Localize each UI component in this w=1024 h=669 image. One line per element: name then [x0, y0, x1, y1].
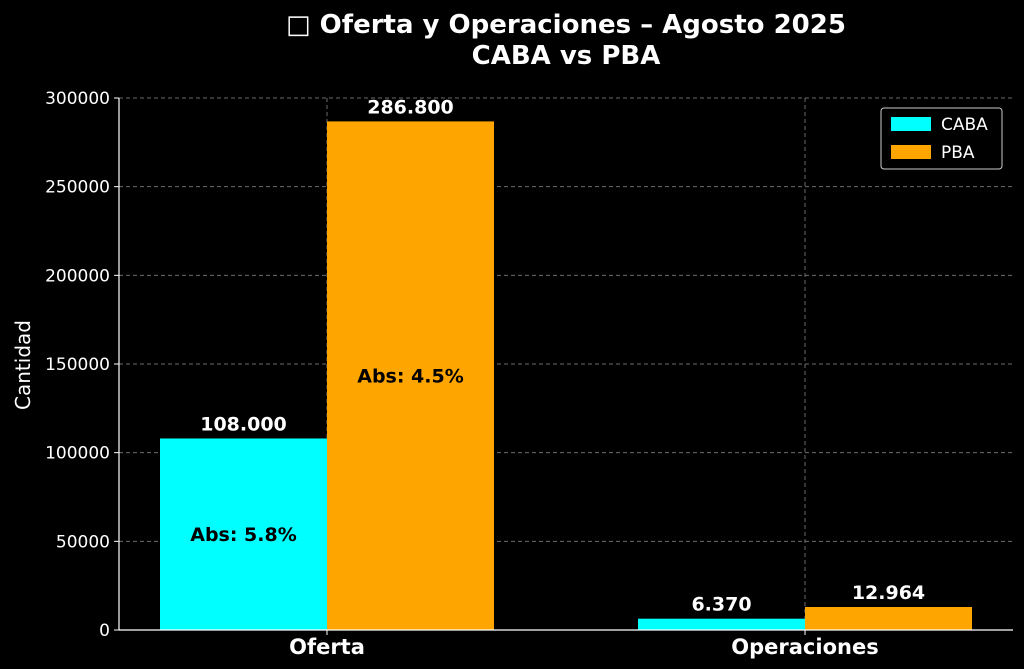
bar-annotation: Abs: 4.5%: [357, 366, 464, 388]
y-tick-label: 300000: [45, 89, 110, 109]
bar-pba-operaciones: [805, 607, 972, 630]
bar-pba-oferta: [327, 121, 494, 631]
legend-label-caba: CABA: [941, 115, 988, 135]
legend-swatch-pba: [891, 145, 931, 159]
chart-title-line-2: CABA vs PBA: [472, 41, 661, 71]
y-tick-label: 200000: [45, 266, 110, 286]
bar-caba-oferta: [160, 438, 327, 630]
y-tick-label: 250000: [45, 178, 110, 198]
x-tick-label: Oferta: [289, 635, 365, 659]
x-tick-label: Operaciones: [731, 635, 878, 659]
bars: [160, 121, 972, 631]
x-tick-labels: Oferta Operaciones: [289, 635, 879, 659]
y-tick-label: 0: [99, 621, 110, 641]
data-label: 108.000: [200, 413, 287, 435]
data-labels: 108.000 Abs: 5.8% 6.370 286.800 Abs: 4.5% 12.…: [190, 96, 925, 615]
legend-label-pba: PBA: [941, 143, 975, 163]
y-tick-labels: 0 50000 100000 150000 200000 250000 300000: [45, 89, 110, 641]
y-tick-label: 100000: [45, 444, 110, 464]
data-label: 6.370: [691, 594, 751, 616]
y-axis-label: Cantidad: [11, 320, 35, 410]
axes: [114, 97, 1013, 635]
y-tick-label: 50000: [56, 532, 110, 552]
bar-caba-operaciones: [638, 618, 805, 630]
legend-swatch-caba: [891, 117, 931, 131]
chart-title-line-1: □ Oferta y Operaciones – Agosto 2025: [286, 10, 846, 40]
data-label: 286.800: [367, 96, 454, 118]
y-tick-label: 150000: [45, 355, 110, 375]
legend: CABA PBA: [880, 107, 1003, 170]
data-label: 12.964: [852, 582, 925, 604]
bar-annotation: Abs: 5.8%: [190, 524, 297, 546]
